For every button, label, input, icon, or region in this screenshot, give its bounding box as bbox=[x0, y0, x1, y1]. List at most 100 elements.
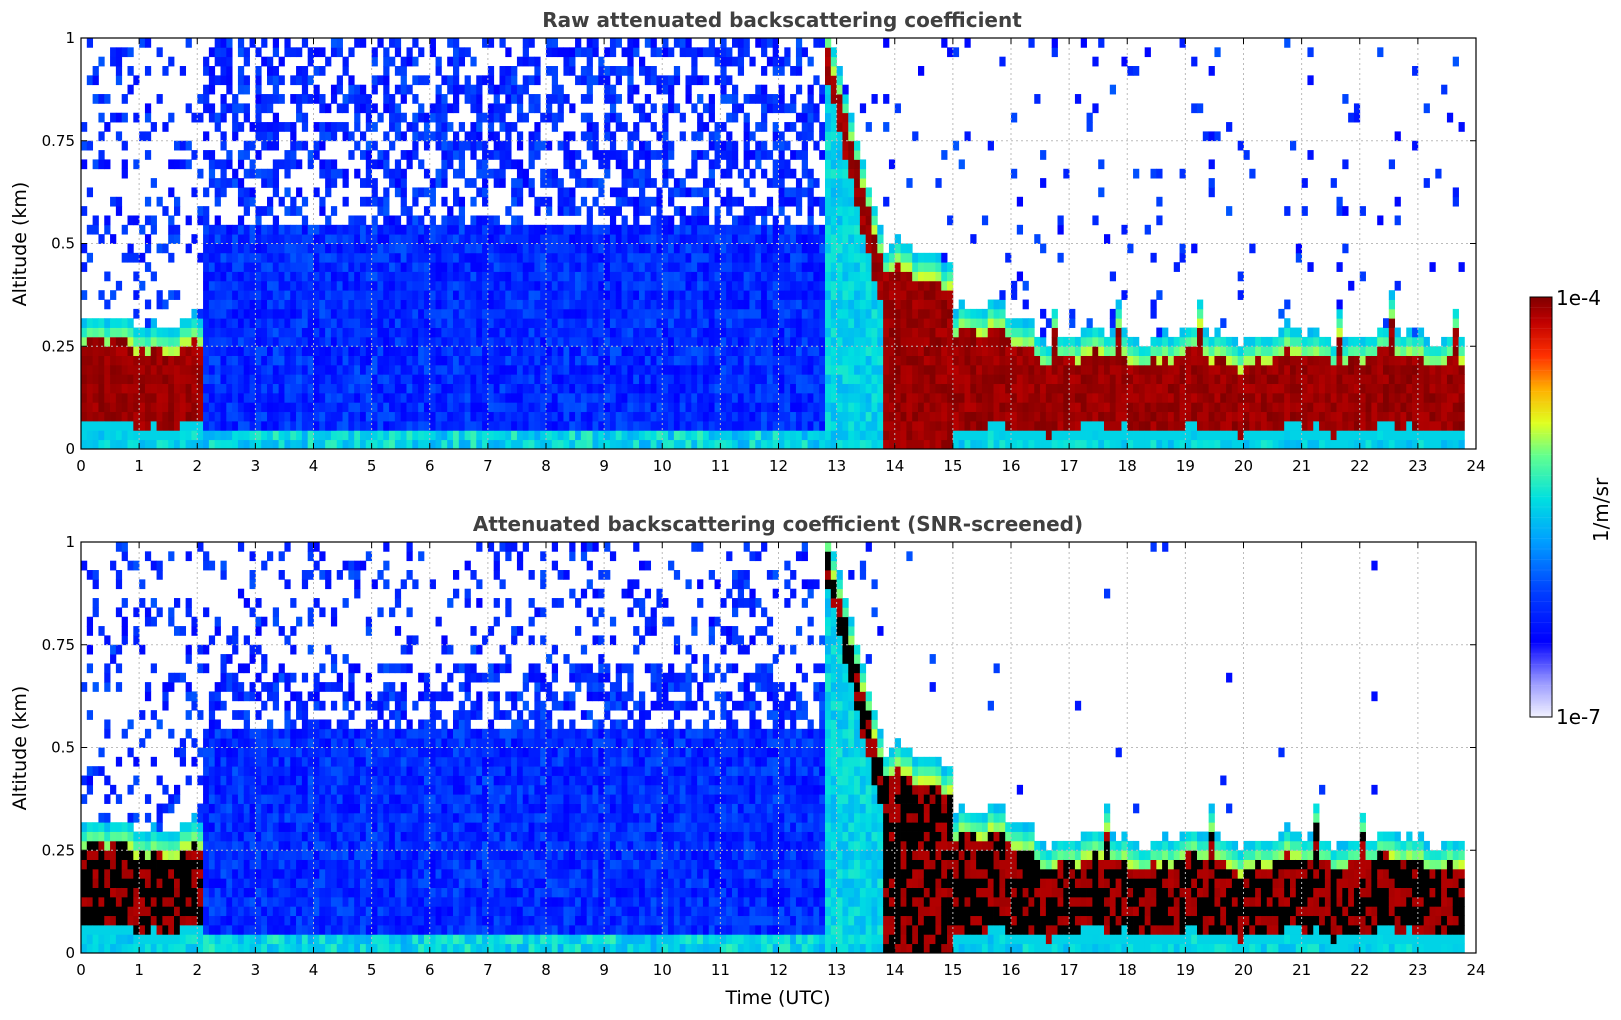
heatmap-cell bbox=[412, 364, 419, 375]
heatmap-cell bbox=[557, 140, 564, 151]
heatmap-cell bbox=[580, 280, 588, 291]
heatmap-cell bbox=[296, 243, 303, 254]
heatmap-cell bbox=[859, 402, 867, 413]
heatmap-cell bbox=[237, 402, 245, 413]
heatmap-cell bbox=[546, 47, 553, 58]
heatmap-cell bbox=[871, 290, 878, 300]
heatmap-cell bbox=[493, 439, 500, 450]
heatmap-cell bbox=[226, 308, 233, 319]
heatmap-cell bbox=[342, 411, 349, 422]
heatmap-cell bbox=[801, 374, 808, 385]
heatmap-cell bbox=[476, 420, 483, 431]
heatmap-cell bbox=[633, 327, 640, 338]
heatmap-cell bbox=[203, 150, 210, 160]
heatmap-cell bbox=[144, 299, 152, 310]
heatmap-cell bbox=[737, 402, 745, 413]
heatmap-cell bbox=[232, 402, 239, 413]
heatmap-cell bbox=[232, 112, 239, 123]
heatmap-cell bbox=[237, 374, 245, 385]
heatmap-cell bbox=[633, 131, 640, 142]
heatmap-cell bbox=[609, 215, 617, 226]
heatmap-cell bbox=[92, 439, 99, 450]
heatmap-cell bbox=[859, 392, 867, 403]
heatmap-cell bbox=[807, 383, 814, 394]
heatmap-cell bbox=[458, 84, 466, 95]
heatmap-cell bbox=[389, 374, 396, 385]
heatmap-cell bbox=[1011, 411, 1018, 422]
heatmap-cell bbox=[232, 168, 239, 179]
heatmap-cell bbox=[737, 262, 745, 272]
heatmap-cell bbox=[232, 420, 239, 431]
heatmap-cell bbox=[226, 364, 233, 375]
heatmap-cell bbox=[633, 402, 640, 413]
heatmap-cell bbox=[319, 122, 326, 132]
heatmap-cell bbox=[482, 243, 489, 254]
heatmap-cell bbox=[918, 299, 925, 310]
heatmap-cell bbox=[214, 122, 221, 132]
heatmap-cell bbox=[278, 271, 285, 282]
heatmap-cell bbox=[714, 75, 721, 86]
heatmap-cell bbox=[639, 187, 646, 198]
heatmap-cell bbox=[813, 178, 820, 188]
heatmap-cell bbox=[243, 420, 250, 431]
heatmap-cell bbox=[499, 243, 506, 254]
heatmap-cell bbox=[644, 140, 652, 151]
heatmap-cell bbox=[580, 355, 588, 366]
heatmap-cell bbox=[423, 131, 431, 142]
heatmap-cell bbox=[708, 355, 715, 366]
heatmap-cell bbox=[836, 168, 843, 179]
heatmap-cell bbox=[168, 327, 175, 338]
heatmap-cell bbox=[383, 187, 390, 198]
heatmap-cell bbox=[662, 103, 669, 114]
heatmap-cell bbox=[92, 430, 99, 441]
heatmap-cell bbox=[546, 224, 553, 235]
heatmap-cell bbox=[621, 262, 628, 272]
heatmap-cell bbox=[255, 47, 262, 58]
heatmap-cell bbox=[923, 308, 931, 319]
heatmap-cell bbox=[755, 243, 762, 254]
heatmap-cell bbox=[708, 364, 715, 375]
heatmap-cell bbox=[272, 280, 280, 291]
heatmap-cell bbox=[644, 318, 652, 328]
heatmap-cell bbox=[691, 187, 698, 198]
heatmap-cell bbox=[429, 346, 436, 356]
heatmap-cell bbox=[830, 336, 838, 347]
heatmap-cell bbox=[947, 383, 954, 394]
heatmap-cell bbox=[98, 290, 105, 300]
heatmap-cell bbox=[662, 178, 669, 188]
heatmap-cell bbox=[261, 271, 268, 282]
heatmap-cell bbox=[918, 411, 925, 422]
heatmap-cell bbox=[435, 346, 442, 356]
heatmap-cell bbox=[639, 140, 646, 151]
heatmap-cell bbox=[400, 66, 407, 76]
heatmap-cell bbox=[970, 364, 977, 375]
heatmap-cell bbox=[668, 84, 675, 95]
heatmap-cell bbox=[516, 234, 524, 244]
heatmap-cell bbox=[650, 224, 657, 235]
heatmap-cell bbox=[1011, 374, 1018, 385]
heatmap-cell bbox=[842, 308, 849, 319]
heatmap-cell bbox=[516, 168, 524, 179]
heatmap-cell bbox=[551, 243, 559, 254]
heatmap-cell bbox=[685, 392, 692, 403]
heatmap-cell bbox=[354, 308, 361, 319]
heatmap-cell bbox=[790, 411, 797, 422]
heatmap-cell bbox=[964, 374, 971, 385]
heatmap-cell bbox=[557, 346, 564, 356]
heatmap-cell bbox=[330, 420, 338, 431]
heatmap-cell bbox=[505, 122, 512, 132]
heatmap-cell bbox=[115, 196, 123, 207]
heatmap-cell bbox=[290, 252, 297, 263]
heatmap-cell bbox=[435, 411, 442, 422]
heatmap-cell bbox=[447, 364, 454, 375]
heatmap-cell bbox=[243, 280, 250, 291]
heatmap-cell bbox=[894, 346, 901, 356]
heatmap-cell bbox=[918, 364, 925, 375]
heatmap-cell bbox=[86, 374, 94, 385]
heatmap-cell bbox=[732, 420, 739, 431]
heatmap-cell bbox=[668, 94, 675, 104]
heatmap-cell bbox=[197, 402, 204, 413]
heatmap-cell bbox=[464, 383, 471, 394]
heatmap-cell bbox=[604, 252, 611, 263]
heatmap-cell bbox=[156, 420, 163, 431]
